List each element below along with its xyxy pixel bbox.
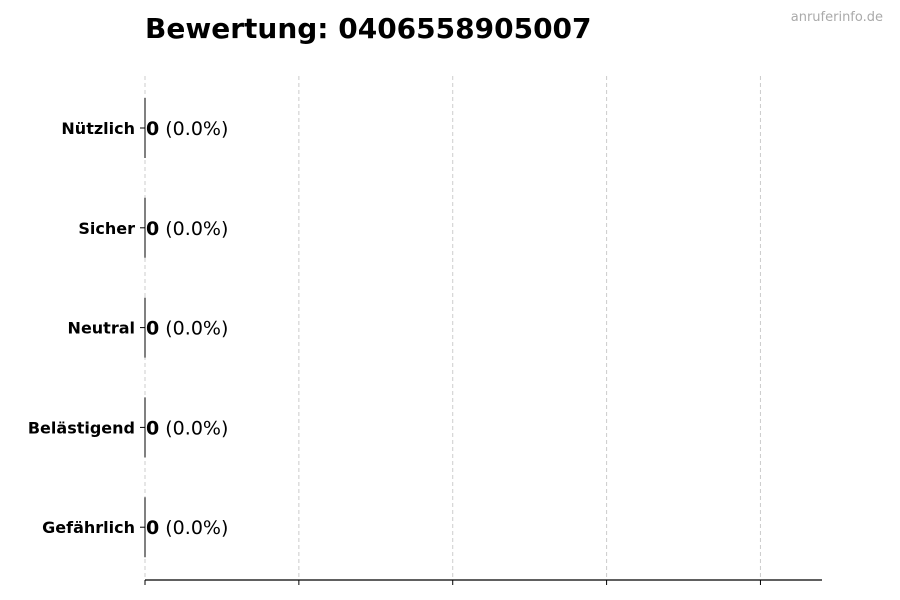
- data-label: 0 (0.0%): [146, 417, 228, 439]
- data-value: 0: [146, 118, 159, 140]
- data-value: 0: [146, 517, 159, 539]
- data-value: 0: [146, 417, 159, 439]
- data-label: 0 (0.0%): [146, 218, 228, 240]
- data-value: 0: [146, 218, 159, 240]
- data-label: 0 (0.0%): [146, 318, 228, 340]
- y-tick-label: Belästigend: [28, 418, 135, 437]
- data-percent: (0.0%): [159, 218, 228, 240]
- y-tick-label: Neutral: [68, 319, 135, 338]
- data-percent: (0.0%): [159, 118, 228, 140]
- data-value: 0: [146, 318, 159, 340]
- data-percent: (0.0%): [159, 417, 228, 439]
- y-tick-label: Gefährlich: [42, 518, 135, 537]
- y-tick-label: Sicher: [78, 219, 135, 238]
- data-label: 0 (0.0%): [146, 517, 228, 539]
- chart-title: Bewertung: 0406558905007: [145, 12, 592, 45]
- data-percent: (0.0%): [159, 517, 228, 539]
- watermark: anruferinfo.de: [790, 10, 883, 25]
- data-label: 0 (0.0%): [146, 118, 228, 140]
- data-percent: (0.0%): [159, 318, 228, 340]
- y-tick-label: Nützlich: [61, 119, 135, 138]
